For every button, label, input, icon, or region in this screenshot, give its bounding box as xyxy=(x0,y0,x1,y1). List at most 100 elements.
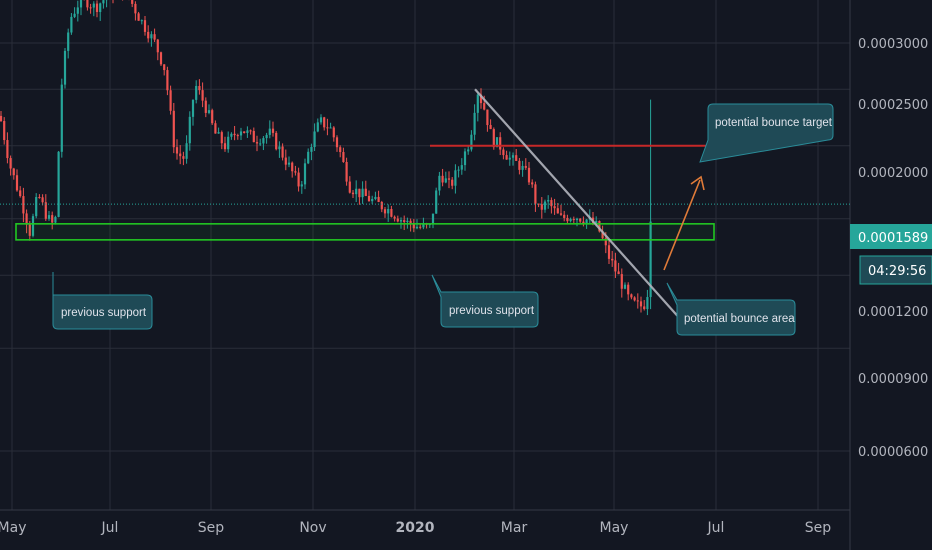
candle-body xyxy=(396,218,399,222)
candle-body xyxy=(156,39,159,53)
candle-body xyxy=(627,284,630,295)
candle-body xyxy=(63,50,67,85)
bounce-arrow xyxy=(663,175,705,271)
candle-body xyxy=(460,165,463,170)
candle-body xyxy=(451,179,454,186)
candle-body xyxy=(422,223,425,228)
candle-body xyxy=(431,213,435,225)
candle-body xyxy=(3,121,6,141)
candle-body xyxy=(444,178,447,183)
candle-body xyxy=(377,196,380,202)
support-zone-box xyxy=(15,223,715,241)
candle-body xyxy=(313,131,316,147)
candle-body xyxy=(585,219,588,224)
candle-body xyxy=(188,116,191,144)
candle-body xyxy=(99,3,102,12)
candle-body xyxy=(150,34,153,39)
candle-body xyxy=(355,188,358,195)
y-tick-label: 0.0002500 xyxy=(858,98,928,113)
candle-body xyxy=(15,175,19,191)
candle-body xyxy=(143,20,147,32)
x-tick-label: May xyxy=(600,520,629,536)
candle-body xyxy=(547,200,550,202)
candle-body xyxy=(95,3,99,12)
candle-body xyxy=(67,32,70,51)
candle-body xyxy=(335,137,339,148)
candle-body xyxy=(495,137,499,148)
candle-body xyxy=(646,297,649,310)
candle-body xyxy=(172,110,175,148)
candle-body xyxy=(438,175,441,191)
last-price-label: 0.0001589 xyxy=(858,231,928,246)
candle-body xyxy=(527,167,531,183)
candle-body xyxy=(179,153,182,157)
candle-body xyxy=(6,140,9,159)
candle-body xyxy=(201,90,204,101)
candle-body xyxy=(364,188,367,196)
candle-body xyxy=(636,300,639,302)
x-tick-label: Sep xyxy=(198,520,225,536)
candle-body xyxy=(163,64,166,71)
candle-body xyxy=(175,147,179,154)
candle-body xyxy=(345,161,348,182)
candle-body xyxy=(508,157,511,160)
countdown-tag: 04:29:56 xyxy=(859,255,932,285)
candle-body xyxy=(265,134,268,139)
last-price-tag: 0.0001589 xyxy=(850,224,932,249)
grid-lines xyxy=(0,0,850,510)
candle-body xyxy=(367,195,371,202)
countdown-label: 04:29:56 xyxy=(868,264,926,279)
candle-body xyxy=(326,127,329,129)
candle-body xyxy=(476,94,479,113)
callout-previous-support-1[interactable]: previous support xyxy=(52,272,153,330)
candle-body xyxy=(521,165,524,170)
candle-body xyxy=(9,158,12,169)
candle-body xyxy=(281,146,284,158)
candle-body xyxy=(316,122,319,132)
candle-body xyxy=(227,136,230,150)
y-tick-label: 0.0000900 xyxy=(858,372,928,387)
candle-body xyxy=(147,31,150,39)
candle-body xyxy=(543,201,547,210)
candle-body xyxy=(35,197,38,217)
callout-bubble xyxy=(431,274,539,328)
candle-body xyxy=(236,135,239,137)
callout-text: potential bounce area xyxy=(684,313,795,325)
candle-body xyxy=(166,70,169,91)
candle-body xyxy=(630,294,633,298)
candle-body xyxy=(553,206,556,209)
candle-body xyxy=(303,163,307,185)
callout-bounce-target[interactable]: potential bounce target xyxy=(699,103,834,163)
x-tick-label: 2020 xyxy=(396,520,435,536)
candle-body xyxy=(406,220,409,223)
candle-body xyxy=(601,231,604,239)
candle-body xyxy=(159,52,163,65)
x-tick-label: Mar xyxy=(501,520,528,536)
candle-body xyxy=(134,3,137,14)
callout-bubble xyxy=(52,272,153,330)
y-tick-label: 0.0000600 xyxy=(858,445,928,460)
annotations: previous support previous support potent… xyxy=(0,88,850,336)
candle-body xyxy=(358,188,361,198)
candle-body xyxy=(191,99,195,117)
candle-body xyxy=(137,13,140,21)
candle-body xyxy=(563,214,566,218)
candle-body xyxy=(447,178,451,180)
candle-body xyxy=(518,160,521,170)
candle-body xyxy=(259,143,262,145)
candle-body xyxy=(239,131,243,136)
candle-body xyxy=(300,184,303,187)
candle-body xyxy=(633,297,636,301)
candle-body xyxy=(572,219,575,221)
candle-body xyxy=(76,7,79,14)
candle-body xyxy=(44,202,47,219)
candle-body xyxy=(607,245,611,259)
x-tick-label: Sep xyxy=(805,520,832,536)
descending-trendline xyxy=(474,88,679,318)
candle-body xyxy=(351,192,355,195)
callout-bounce-area[interactable]: potential bounce area xyxy=(666,282,796,336)
candle-body xyxy=(19,190,22,197)
callout-previous-support-2[interactable]: previous support xyxy=(431,274,539,328)
candle-body xyxy=(479,94,483,104)
